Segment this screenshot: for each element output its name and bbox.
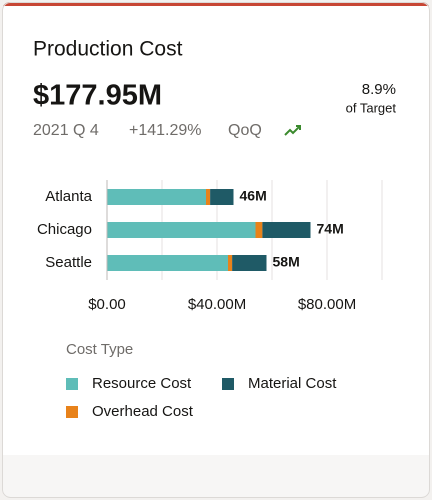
legend-label: Material Cost	[248, 375, 337, 392]
legend-swatch	[222, 378, 234, 390]
bar-segment	[107, 255, 228, 271]
bar-segment	[228, 255, 233, 271]
target-pct: 8.9%	[362, 81, 396, 98]
x-tick-label: $0.00	[88, 296, 126, 313]
bar-segment	[107, 189, 206, 205]
category-label: Seattle	[45, 254, 92, 271]
category-label: Atlanta	[45, 188, 92, 205]
bar-segment	[262, 222, 311, 238]
kpi: $177.95M	[33, 80, 162, 112]
x-tick-label: $40.00M	[188, 296, 246, 313]
change-basis: QoQ	[228, 122, 262, 139]
trend-icon	[284, 125, 301, 136]
total-label: 46M	[240, 188, 267, 204]
bar-segment	[255, 222, 263, 238]
legend-swatch	[66, 378, 78, 390]
total-label: 58M	[273, 254, 300, 270]
category-label: Chicago	[37, 221, 92, 238]
legend-label: Overhead Cost	[92, 403, 194, 420]
card-title: Production Cost	[33, 38, 183, 61]
period: 2021 Q 4	[33, 122, 99, 139]
change: +141.29%	[129, 122, 202, 139]
bar-segment	[206, 189, 211, 205]
bar-segment	[210, 189, 234, 205]
card-footer	[2, 455, 430, 498]
target-label: of Target	[346, 100, 397, 115]
legend-title: Cost Type	[66, 341, 133, 358]
legend-swatch	[66, 406, 78, 418]
card-accent	[2, 2, 430, 6]
x-tick-label: $80.00M	[298, 296, 356, 313]
total-label: 74M	[317, 221, 344, 237]
bar-segment	[107, 222, 256, 238]
legend-label: Resource Cost	[92, 375, 192, 392]
bar-segment	[232, 255, 267, 271]
